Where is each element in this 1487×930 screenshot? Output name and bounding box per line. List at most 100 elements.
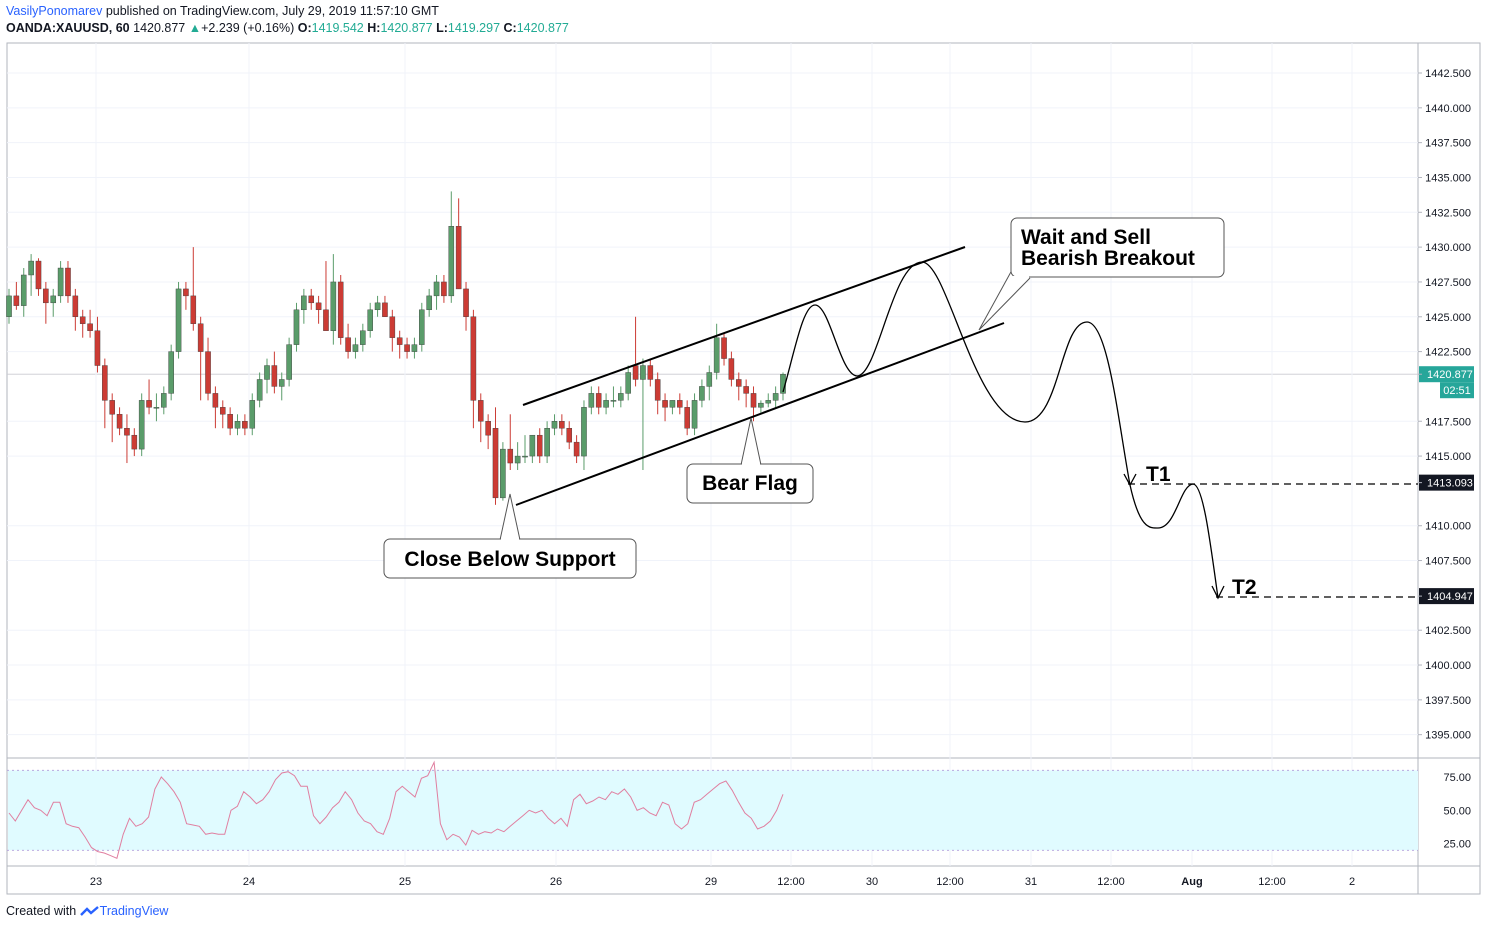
- tradingview-brand[interactable]: TradingView: [99, 904, 169, 918]
- channel-lower-line[interactable]: [515, 322, 1005, 506]
- published-text: published on TradingView.com, July 29, 2…: [105, 4, 439, 18]
- projection-path[interactable]: [782, 261, 1219, 599]
- candle-body: [50, 295, 57, 304]
- up-triangle-icon: ▲: [188, 21, 202, 35]
- last-price: 1420.877: [133, 21, 186, 35]
- price-tick-label: 1427.500: [1425, 277, 1471, 289]
- high-label: H:: [367, 21, 381, 35]
- time-tick-label: 26: [550, 876, 562, 888]
- grid: [7, 43, 1418, 866]
- candle-body: [706, 372, 713, 387]
- candle-body: [367, 309, 373, 331]
- callout-bear-flag[interactable]: Bear Flag: [686, 417, 814, 504]
- candle-body: [271, 365, 278, 387]
- candle-body: [735, 379, 742, 387]
- channel-upper-line[interactable]: [522, 246, 966, 406]
- candle-body: [485, 421, 491, 436]
- candle-body: [28, 260, 34, 276]
- rsi-band: [8, 770, 1418, 851]
- close-label: C:: [503, 21, 517, 35]
- price-tick-label: 1397.500: [1425, 695, 1471, 707]
- price-tick-label: 1410.000: [1425, 521, 1471, 533]
- time-tick-label: 31: [1025, 876, 1037, 888]
- callout-close-below-support-text: Close Below Support: [404, 548, 615, 571]
- candle-body: [337, 281, 344, 338]
- candle-body: [65, 267, 71, 297]
- price-tick-label: 1395.000: [1425, 730, 1471, 742]
- candle-body: [470, 316, 477, 401]
- target-price-tag: [1419, 588, 1474, 605]
- candle-body: [522, 455, 528, 458]
- candle-body: [234, 421, 241, 429]
- candle-body: [721, 337, 727, 359]
- candle-body: [205, 351, 211, 394]
- publish-info: VasilyPonomarev published on TradingView…: [6, 4, 439, 18]
- target-price-tag: [1419, 474, 1474, 491]
- rsi-line: [8, 760, 784, 859]
- open-value: 1419.542: [311, 21, 364, 35]
- candles: [6, 191, 786, 505]
- candle-body: [131, 434, 138, 450]
- candle-body: [286, 344, 292, 380]
- candle-body: [603, 400, 609, 408]
- candle-body: [455, 226, 462, 290]
- time-tick-label: 12:00: [936, 876, 964, 888]
- time-tick-label: 12:00: [1097, 876, 1125, 888]
- candle-body: [330, 281, 337, 331]
- candle-body: [677, 400, 683, 408]
- countdown-tag: [1440, 382, 1474, 399]
- candle-body: [102, 365, 108, 401]
- callout-bearish-breakout[interactable]: Wait and Sell Bearish Breakout: [978, 217, 1225, 331]
- author-link[interactable]: VasilyPonomarev: [6, 4, 103, 18]
- candle-body: [684, 407, 690, 429]
- candle-body: [352, 344, 359, 352]
- candle-body: [411, 344, 418, 352]
- candle-body: [640, 365, 646, 380]
- time-axis[interactable]: 23 24 25 26 29 12:00 30 12:00 31 12:00 Aug 12:00 2: [90, 876, 1355, 888]
- candle-body: [249, 400, 256, 429]
- rsi-tick-label: 75.00: [1443, 772, 1471, 784]
- close-value: 1420.877: [516, 21, 569, 35]
- candle-body: [43, 288, 49, 304]
- candle-body: [242, 421, 248, 429]
- rsi-axis[interactable]: 75.00 50.00 25.00: [1443, 772, 1471, 851]
- candle-body: [109, 400, 115, 415]
- candle-body: [448, 226, 455, 297]
- candle-body: [35, 260, 42, 290]
- time-tick-label: 2: [1349, 876, 1355, 888]
- price-tick-label: 1432.500: [1425, 207, 1471, 219]
- candle-body: [116, 414, 123, 429]
- candle-body: [315, 302, 322, 311]
- candle-body: [183, 288, 189, 297]
- price-tick-label: 1437.500: [1425, 138, 1471, 150]
- candle-body: [345, 337, 351, 352]
- time-tick-label: 25: [399, 876, 411, 888]
- candle-body: [743, 386, 749, 394]
- price-tick-label: 1407.500: [1425, 556, 1471, 568]
- price-change: +2.239 (+0.16%): [201, 21, 295, 35]
- candle-body: [256, 379, 263, 401]
- candle-body: [507, 448, 514, 464]
- candle-body: [175, 288, 182, 352]
- candle-body: [278, 379, 285, 387]
- candle-body: [566, 428, 573, 443]
- callout-close-below-support[interactable]: Close Below Support: [383, 493, 637, 579]
- target-price-label: 1404.947: [1427, 591, 1473, 603]
- price-axis[interactable]: 1442.500 1440.000 1437.500 1435.000 1432.500…: [1418, 68, 1474, 742]
- footer: Created with TradingView: [6, 904, 168, 918]
- price-tick-label: 1417.500: [1425, 416, 1471, 428]
- time-tick-label: 24: [243, 876, 255, 888]
- candle-body: [463, 288, 469, 317]
- candle-body: [477, 400, 484, 422]
- candle-body: [87, 323, 93, 331]
- candle-body: [536, 434, 543, 457]
- t2-label: T2: [1232, 576, 1257, 599]
- candle-body: [441, 281, 447, 297]
- time-tick-label: 29: [705, 876, 717, 888]
- candle-body: [301, 295, 307, 311]
- candle-body: [168, 351, 174, 394]
- current-price-tag: [1419, 366, 1474, 383]
- candle-body: [662, 400, 668, 408]
- price-tick-label: 1402.500: [1425, 625, 1471, 637]
